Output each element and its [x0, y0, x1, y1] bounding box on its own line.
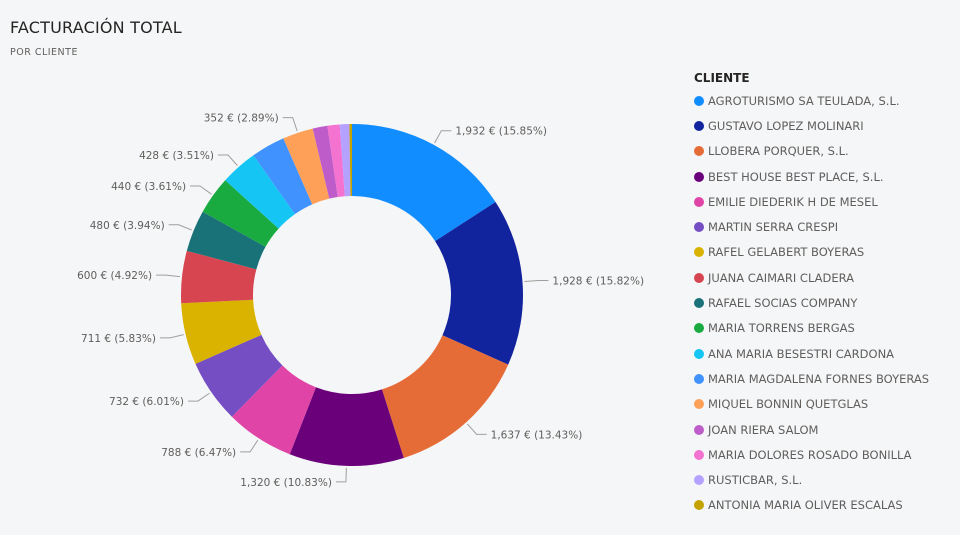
- legend-item[interactable]: MARIA TORRENS BERGAS: [694, 316, 929, 341]
- data-label-leader: [190, 185, 212, 195]
- data-label-leader: [466, 423, 487, 435]
- donut-chart[interactable]: 1,932 € (15.85%) 1,928 € (15.82%) 1,637 € …: [0, 0, 690, 535]
- donut-slice[interactable]: [202, 180, 279, 247]
- chart-title: FACTURACIÓN TOTAL: [10, 18, 182, 37]
- legend-marker-icon: [694, 222, 704, 233]
- data-label: 732 € (6.01%): [109, 396, 184, 408]
- donut-slice[interactable]: [180, 250, 257, 304]
- legend-marker-icon: [694, 373, 704, 384]
- legend-item-label: MARIA TORRENS BERGAS: [708, 321, 855, 336]
- legend-marker-icon: [694, 475, 704, 486]
- data-label-leader: [187, 392, 210, 402]
- donut-slice[interactable]: [327, 124, 345, 198]
- data-label: 1,637 € (13.43%): [491, 429, 583, 441]
- legend-item-label: RAFEL GELABERT BOYERAS: [708, 245, 865, 260]
- data-label: 1,320 € (10.83%): [240, 477, 332, 489]
- data-label-leader: [156, 274, 181, 278]
- legend-item[interactable]: MIQUEL BONNIN QUETGLAS: [694, 392, 929, 417]
- legend-marker-icon: [694, 146, 704, 157]
- legend-item-label: LLOBERA PORQUER, S.L.: [708, 144, 849, 159]
- data-label: 1,928 € (15.82%): [552, 275, 644, 287]
- legend-item[interactable]: GUSTAVO LOPEZ MOLINARI: [694, 113, 929, 138]
- data-label-leader: [282, 117, 298, 132]
- legend-item[interactable]: LLOBERA PORQUER, S.L.: [694, 139, 929, 164]
- legend-item[interactable]: ANA MARIA BESESTRI CARDONA: [694, 341, 929, 366]
- legend-marker-icon: [694, 247, 704, 258]
- data-label: 480 € (3.94%): [90, 220, 165, 232]
- legend-marker-icon: [694, 399, 704, 410]
- data-label: 440 € (3.61%): [111, 181, 186, 193]
- legend-item[interactable]: MARIA DOLORES ROSADO BONILLA: [694, 442, 929, 467]
- legend-item-label: AGROTURISMO SA TEULADA, S.L.: [708, 93, 900, 108]
- donut-slice[interactable]: [312, 125, 338, 199]
- legend-marker-icon: [694, 348, 704, 359]
- data-label-leader: [240, 439, 259, 453]
- legend: CLIENTE AGROTURISMO SA TEULADA, S.L. GUST…: [694, 71, 929, 518]
- legend-marker-icon: [694, 171, 704, 182]
- legend-item-label: MARTIN SERRA CRESPI: [708, 220, 839, 235]
- legend-item[interactable]: EMILIE DIEDERIK H DE MESEL: [694, 189, 929, 214]
- data-label-leader: [434, 130, 452, 144]
- donut-slice[interactable]: [339, 124, 351, 197]
- legend-title: CLIENTE: [694, 71, 750, 85]
- data-label-leader: [159, 334, 184, 339]
- data-label-leader: [524, 279, 549, 283]
- donut-slice[interactable]: [225, 155, 295, 229]
- legend-marker-icon: [694, 424, 704, 435]
- data-label-leader: [218, 154, 238, 166]
- donut-slice[interactable]: [435, 202, 523, 365]
- donut-slice[interactable]: [381, 335, 509, 458]
- legend-marker-icon: [694, 120, 704, 131]
- legend-item-label: MARIA MAGDALENA FORNES BOYERAS: [708, 371, 930, 386]
- legend-item[interactable]: JOAN RIERA SALOM: [694, 417, 929, 442]
- donut-slice[interactable]: [283, 128, 330, 205]
- data-label: 600 € (4.92%): [77, 270, 152, 282]
- donut-slice[interactable]: [181, 299, 262, 364]
- legend-item[interactable]: JUANA CAIMARI CLADERA: [694, 265, 929, 290]
- legend-item[interactable]: AGROTURISMO SA TEULADA, S.L.: [694, 88, 929, 113]
- legend-item-label: MIQUEL BONNIN QUETGLAS: [708, 397, 869, 412]
- data-label: 788 € (6.47%): [161, 447, 236, 459]
- legend-marker-icon: [694, 196, 704, 207]
- legend-item[interactable]: RAFAEL SOCIAS COMPANY: [694, 290, 929, 315]
- donut-slice[interactable]: [289, 387, 404, 466]
- legend-marker-icon: [694, 298, 704, 309]
- legend-item-label: ANTONIA MARIA OLIVER ESCALAS: [708, 498, 903, 513]
- legend-marker-icon: [694, 95, 704, 106]
- donut-slice[interactable]: [231, 365, 316, 455]
- legend-marker-icon: [694, 500, 704, 511]
- legend-item-label: RAFAEL SOCIAS COMPANY: [708, 296, 858, 311]
- data-label-leader: [168, 224, 192, 231]
- data-label: 428 € (3.51%): [139, 150, 214, 162]
- legend-item[interactable]: ANTONIA MARIA OLIVER ESCALAS: [694, 493, 929, 518]
- legend-marker-icon: [694, 323, 704, 334]
- donut-slice[interactable]: [195, 334, 283, 417]
- legend-item[interactable]: MARIA MAGDALENA FORNES BOYERAS: [694, 366, 929, 391]
- legend-item-label: MARIA DOLORES ROSADO BONILLA: [708, 447, 912, 462]
- donut-slice[interactable]: [352, 124, 496, 242]
- legend-item-label: JUANA CAIMARI CLADERA: [708, 270, 854, 285]
- legend-item[interactable]: BEST HOUSE BEST PLACE, S.L.: [694, 164, 929, 189]
- donut-slice[interactable]: [349, 124, 352, 197]
- data-label: 1,932 € (15.85%): [455, 126, 547, 138]
- donut-slice[interactable]: [253, 138, 313, 215]
- legend-marker-icon: [694, 272, 704, 283]
- legend-item[interactable]: RUSTICBAR, S.L.: [694, 467, 929, 492]
- data-label: 352 € (2.89%): [204, 113, 279, 125]
- donut-slice[interactable]: [186, 211, 266, 270]
- legend-marker-icon: [694, 449, 704, 460]
- legend-item-label: RUSTICBAR, S.L.: [708, 473, 803, 488]
- legend-item[interactable]: RAFEL GELABERT BOYERAS: [694, 240, 929, 265]
- legend-item-label: JOAN RIERA SALOM: [708, 422, 819, 437]
- legend-item-label: GUSTAVO LOPEZ MOLINARI: [708, 118, 864, 133]
- legend-item-label: ANA MARIA BESESTRI CARDONA: [708, 346, 895, 361]
- legend-item-label: BEST HOUSE BEST PLACE, S.L.: [708, 169, 884, 184]
- chart-subtitle: POR CLIENTE: [10, 47, 78, 58]
- legend-item-label: EMILIE DIEDERIK H DE MESEL: [708, 194, 878, 209]
- data-label-leader: [335, 467, 347, 483]
- data-label: 711 € (5.83%): [81, 333, 156, 345]
- legend-item[interactable]: MARTIN SERRA CRESPI: [694, 214, 929, 239]
